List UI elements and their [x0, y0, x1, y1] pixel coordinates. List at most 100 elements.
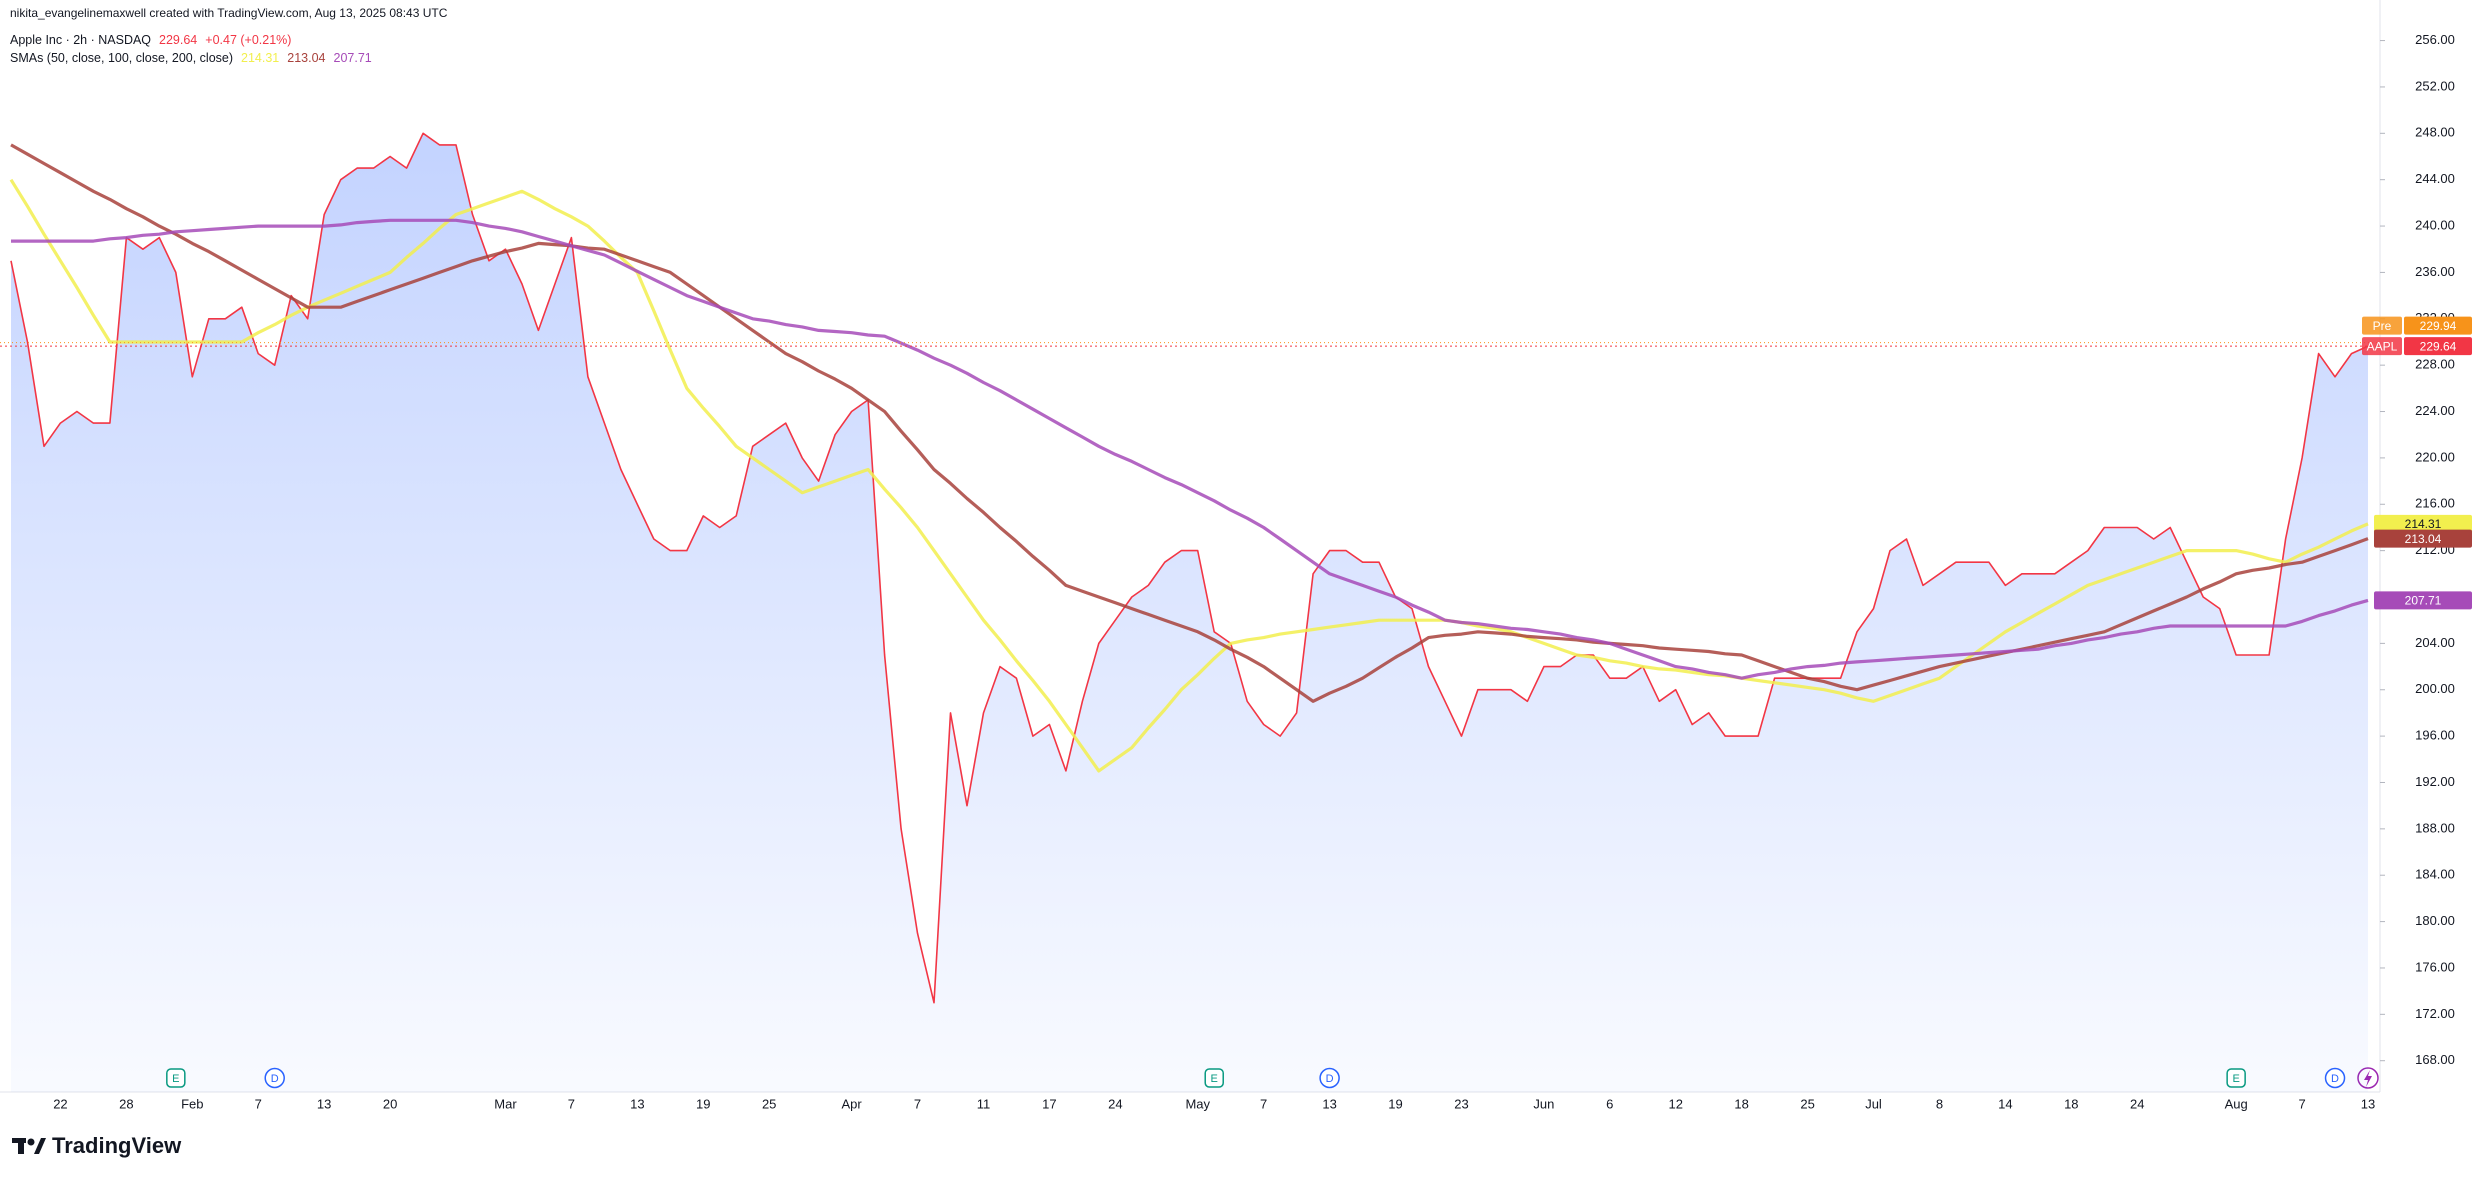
x-tick-label: 28 — [119, 1096, 133, 1111]
event-label: E — [172, 1073, 179, 1085]
attribution-row: nikita_evangelinemaxwell created with Tr… — [10, 6, 447, 20]
dividend-marker — [264, 1067, 285, 1089]
x-tick-label: Mar — [494, 1096, 517, 1111]
event-label: D — [271, 1073, 279, 1085]
price-tag-label: 213.04 — [2405, 532, 2442, 546]
x-tick-label: 19 — [1388, 1096, 1402, 1111]
event-label: D — [2331, 1073, 2339, 1085]
indicator-value: 213.04 — [287, 51, 326, 65]
x-tick-label: 7 — [568, 1096, 575, 1111]
last-price: 229.64 — [159, 33, 198, 47]
y-tick-label: 244.00 — [2415, 171, 2455, 186]
x-tick-label: 18 — [1734, 1096, 1748, 1111]
x-tick-label: 7 — [2298, 1096, 2305, 1111]
x-tick-label: 24 — [2130, 1096, 2144, 1111]
brand-logo — [12, 1138, 46, 1154]
y-tick-label: 196.00 — [2415, 728, 2455, 743]
x-tick-label: 20 — [383, 1096, 397, 1111]
price-tag-label: 229.64 — [2420, 339, 2457, 353]
brand-name: TradingView — [52, 1133, 182, 1158]
x-tick-label: 13 — [317, 1096, 331, 1111]
indicator-value: 207.71 — [333, 51, 372, 65]
x-tick-label: 25 — [762, 1096, 776, 1111]
y-tick-label: 240.00 — [2415, 217, 2455, 232]
price-line — [10, 132, 2369, 1004]
x-tick-label: Aug — [2225, 1096, 2248, 1111]
x-tick-label: Apr — [841, 1096, 862, 1111]
indicator-title: SMAs (50, close, 100, close, 200, close) — [10, 51, 234, 65]
event-label: E — [2232, 1073, 2239, 1085]
symbol-legend: Apple Inc · 2h · NASDAQ 229.64 +0.47 (+0… — [10, 33, 291, 47]
symbol-title: Apple Inc · 2h · NASDAQ — [10, 33, 152, 47]
x-tick-label: Jul — [1865, 1096, 1882, 1111]
x-tick-label: 13 — [1322, 1096, 1336, 1111]
price-tag — [2374, 514, 2472, 533]
y-tick-label: 236.00 — [2415, 264, 2455, 279]
y-tick-label: 188.00 — [2415, 820, 2455, 835]
x-tick-label: 14 — [1998, 1096, 2012, 1111]
sma-line — [10, 143, 2369, 703]
y-tick-label: 180.00 — [2415, 913, 2455, 928]
price-change: +0.47 (+0.21%) — [205, 33, 292, 47]
earnings-marker — [2226, 1068, 2246, 1088]
x-tick-label: 17 — [1042, 1096, 1056, 1111]
event-label: E — [1211, 1073, 1218, 1085]
price-tag — [2374, 529, 2472, 548]
x-tick-label: 13 — [2361, 1096, 2375, 1111]
price-tag — [2362, 316, 2402, 335]
price-tag — [2374, 591, 2472, 610]
x-tick-label: Jun — [1533, 1096, 1554, 1111]
indicator-legend: SMAs (50, close, 100, close, 200, close)… — [10, 51, 372, 65]
y-tick-label: 256.00 — [2415, 32, 2455, 47]
x-tick-label: 7 — [914, 1096, 921, 1111]
x-tick-label: 18 — [2064, 1096, 2078, 1111]
price-tag-label: Pre — [2373, 319, 2392, 333]
y-tick-label: 176.00 — [2415, 959, 2455, 974]
x-tick-label: 19 — [696, 1096, 710, 1111]
y-tick-label: 204.00 — [2415, 635, 2455, 650]
x-tick-label: 7 — [255, 1096, 262, 1111]
y-tick-label: 216.00 — [2415, 496, 2455, 511]
event-label: D — [1326, 1073, 1334, 1085]
dividend-marker — [2324, 1067, 2346, 1089]
x-tick-label: Feb — [181, 1096, 203, 1111]
x-tick-label: 24 — [1108, 1096, 1122, 1111]
price-tag-label: 207.71 — [2405, 594, 2442, 608]
y-tick-label: 224.00 — [2415, 403, 2455, 418]
x-tick-label: 23 — [1454, 1096, 1468, 1111]
x-tick-label: 7 — [1260, 1096, 1267, 1111]
price-tag-label: 229.94 — [2420, 319, 2457, 333]
earnings-marker — [1204, 1068, 1224, 1088]
x-tick-label: May — [1185, 1096, 1210, 1111]
y-tick-label: 248.00 — [2415, 125, 2455, 140]
x-tick-label: 12 — [1668, 1096, 1682, 1111]
indicator-value: 214.31 — [241, 51, 280, 65]
sma-line — [11, 218, 2369, 680]
price-tag-label: 214.31 — [2405, 517, 2442, 531]
y-tick-label: 252.00 — [2415, 78, 2455, 93]
price-area — [11, 133, 2368, 1093]
attribution: nikita_evangelinemaxwell created with Tr… — [10, 6, 448, 20]
x-tick-label: 13 — [630, 1096, 644, 1111]
y-tick-label: 200.00 — [2415, 681, 2455, 696]
price-tag — [2362, 337, 2402, 356]
indicator-values: 214.31 213.04 207.71 — [241, 51, 372, 65]
x-tick-label: 8 — [1936, 1096, 1943, 1111]
x-tick-label: 6 — [1606, 1096, 1613, 1111]
brand: TradingView — [12, 1133, 181, 1159]
price-tag — [2404, 337, 2472, 356]
x-tick-label: 25 — [1800, 1096, 1814, 1111]
y-tick-label: 192.00 — [2415, 774, 2455, 789]
y-tick-label: 172.00 — [2415, 1006, 2455, 1021]
price-tag — [2404, 316, 2472, 335]
y-tick-label: 168.00 — [2415, 1052, 2455, 1067]
dividend-marker — [1319, 1067, 1340, 1089]
y-tick-label: 184.00 — [2415, 867, 2455, 882]
price-tag-label: AAPL — [2367, 339, 2398, 353]
x-tick-label: 11 — [977, 1096, 991, 1111]
y-tick-label: 228.00 — [2415, 357, 2455, 372]
x-tick-label: 22 — [53, 1096, 67, 1111]
earnings-marker — [166, 1068, 186, 1088]
